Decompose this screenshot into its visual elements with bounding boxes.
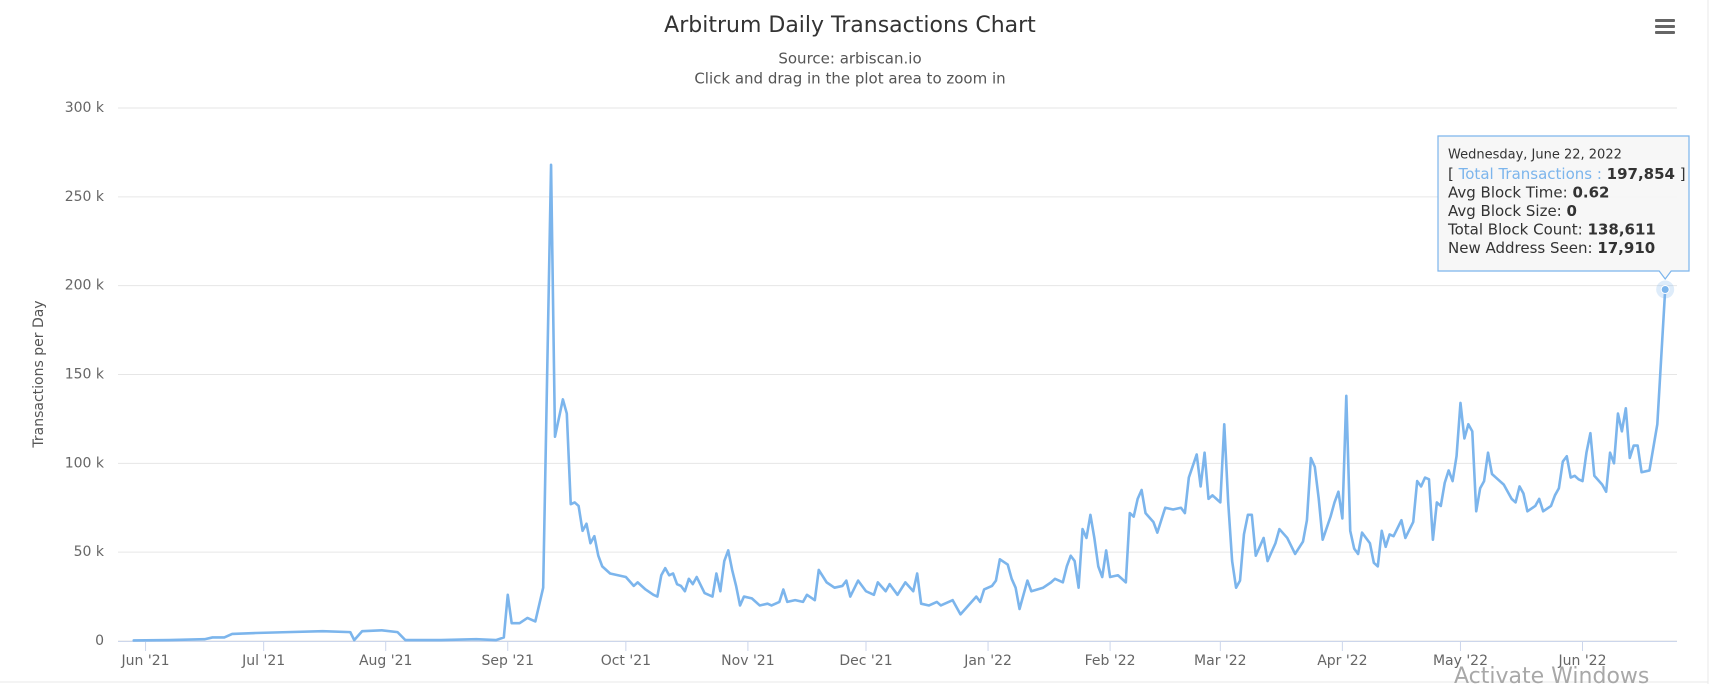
tooltip-value: 138,611 — [1588, 220, 1656, 238]
x-tick-label: Nov '21 — [721, 653, 774, 669]
tooltip-label: Avg Block Size: — [1448, 202, 1562, 220]
x-tick-label: Feb '22 — [1085, 653, 1136, 669]
x-tick-label: Mar '22 — [1194, 653, 1247, 669]
menu-bar — [1655, 25, 1675, 28]
y-tick-label: 300 k — [65, 100, 105, 116]
hover-marker — [1660, 284, 1670, 294]
tooltip-label: Total Transactions : — [1458, 165, 1602, 183]
menu-button[interactable] — [1652, 16, 1678, 38]
x-tick-label: Sep '21 — [482, 653, 535, 669]
tooltip-row: Total Block Count: 138,611 — [1447, 220, 1656, 238]
tooltip-value: 0 — [1567, 202, 1577, 220]
x-tick-label: Aug '21 — [359, 653, 412, 669]
tooltip-label: Total Block Count: — [1447, 220, 1583, 238]
tooltip-value: 0.62 — [1572, 183, 1609, 201]
y-tick-label: 250 k — [65, 189, 105, 205]
y-tick-label: 50 k — [74, 544, 105, 560]
x-tick-label: Jun '21 — [121, 653, 170, 669]
x-tick-label: Jun '22 — [1558, 653, 1607, 669]
x-tick-label: Apr '22 — [1317, 653, 1367, 669]
watermark: Activate Windows — [1454, 664, 1649, 684]
tooltip-row: [ Total Transactions : 197,854 ] — [1448, 165, 1686, 183]
tooltip-label: New Address Seen: — [1448, 239, 1593, 257]
tooltip-bracket: ] — [1680, 165, 1686, 183]
tooltip-row: New Address Seen: 17,910 — [1448, 239, 1655, 257]
y-tick-label: 150 k — [65, 367, 105, 383]
y-axis-title: Transactions per Day — [31, 300, 47, 448]
chart-title: Arbitrum Daily Transactions Chart — [664, 13, 1036, 38]
menu-bar — [1655, 31, 1675, 34]
y-tick-label: 200 k — [65, 278, 105, 294]
tooltip-date: Wednesday, June 22, 2022 — [1448, 148, 1622, 163]
tooltip-bracket: [ — [1448, 165, 1454, 183]
tooltip-row: Avg Block Time: 0.62 — [1448, 183, 1609, 201]
tooltip-value: 197,854 — [1607, 165, 1675, 183]
x-tick-label: Oct '21 — [601, 653, 651, 669]
chart-caption: Click and drag in the plot area to zoom … — [694, 70, 1005, 88]
x-tick-label: Jul '21 — [241, 653, 285, 669]
tooltip-box — [1437, 135, 1690, 280]
chart-subtitle: Source: arbiscan.io — [778, 50, 921, 68]
series-line — [132, 163, 1667, 642]
menu-bar — [1655, 19, 1675, 22]
tooltip: Wednesday, June 22, 2022 [ Total Transact… — [1437, 135, 1690, 280]
tooltip-value: 17,910 — [1597, 239, 1655, 257]
x-tick-label: May '22 — [1433, 653, 1488, 669]
tooltip-label: Avg Block Time: — [1448, 183, 1568, 201]
y-tick-label: 0 — [95, 633, 104, 649]
x-tick-label: Jan '22 — [963, 653, 1012, 669]
x-tick-label: Dec '21 — [839, 653, 892, 669]
y-tick-label: 100 k — [65, 455, 105, 471]
tooltip-row: Avg Block Size: 0 — [1448, 202, 1577, 220]
